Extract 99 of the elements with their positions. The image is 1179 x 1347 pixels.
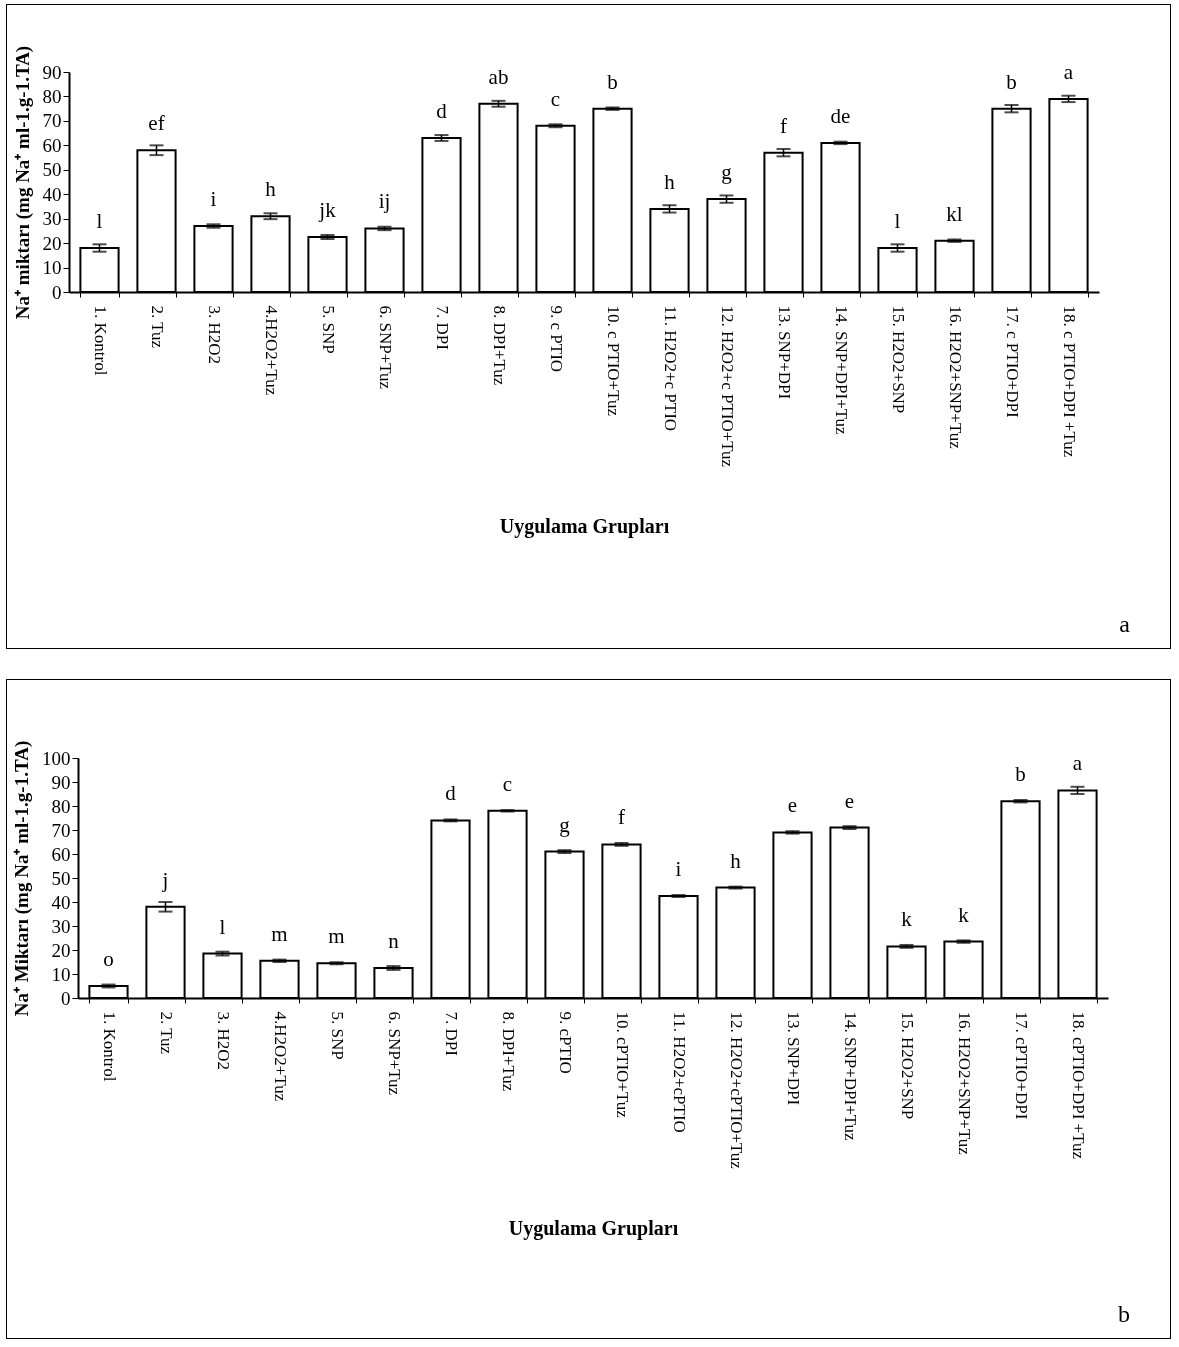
y-tick-label: 70 [51, 819, 71, 841]
annotation: b [1015, 762, 1026, 787]
y-tick-label: 50 [51, 867, 71, 889]
annotation: kl [946, 201, 963, 226]
x-tick-label: 15. H2O2+SNP [889, 305, 908, 414]
y-tick-label: 0 [52, 281, 62, 303]
x-tick-label: 9. c PTIO [547, 305, 566, 373]
x-tick-label: 8. DPI+Tuz [490, 305, 509, 386]
text: a [1119, 611, 1130, 638]
x-tick-label: 3. H2O2 [214, 1011, 233, 1071]
annotation: g [559, 812, 571, 837]
annotation: h [664, 169, 676, 194]
annotation: b [607, 69, 618, 94]
annotation: i [675, 857, 682, 881]
annotation: c [502, 771, 513, 796]
annotation: g [721, 160, 733, 185]
x-tick-label: 1. Kontrol [100, 1011, 119, 1082]
y-tick-label: 90 [42, 61, 62, 83]
annotation: c [550, 86, 561, 111]
x-tick-label: 2. Tuz [148, 305, 167, 349]
y-axis-title: Na⁺ Miktarı (mg Na⁺ ml-1.g-1.TA) [11, 740, 33, 1017]
y-tick-label: 30 [51, 915, 71, 937]
x-tick-label: 17. cPTIO+DPI [1012, 1011, 1031, 1120]
x-tick-label: 16. H2O2+SNP+Tuz [955, 1011, 974, 1156]
x-tick-label: 6. SNP+Tuz [385, 1011, 404, 1096]
x-tick-label: 18. c PTIO+DPI +Tuz [1060, 305, 1079, 458]
x-tick-label: 5. SNP [319, 305, 338, 354]
text: b [1118, 1301, 1130, 1328]
annotation: j [161, 867, 169, 892]
x-tick-label: 4.H2O2+Tuz [262, 305, 281, 396]
y-tick-label: 0 [61, 987, 71, 1009]
annotation: o [103, 947, 114, 971]
annotation: n [388, 929, 400, 953]
x-axis-title: Uygulama Grupları [508, 1216, 679, 1240]
y-tick-label: 60 [42, 134, 62, 156]
annotation: a [1063, 59, 1074, 84]
x-tick-label: 14. SNP+DPI+Tuz [841, 1011, 860, 1142]
x-tick-label: 7. DPI [442, 1011, 461, 1057]
x-tick-label: 9. cPTIO [556, 1011, 575, 1074]
x-tick-label: 4.H2O2+Tuz [271, 1011, 290, 1102]
x-tick-label: 2. Tuz [157, 1011, 176, 1055]
x-tick-label: 5. SNP [328, 1011, 347, 1060]
x-tick-label: 7. DPI [433, 305, 452, 351]
x-tick-label: 16. H2O2+SNP+Tuz [946, 305, 965, 450]
x-tick-label: 11. H2O2+c PTIO [661, 305, 680, 432]
x-tick-label: 10. cPTIO+Tuz [613, 1011, 632, 1119]
x-tick-label: 13. SNP+DPI [784, 1011, 803, 1106]
x-tick-label: 12. H2O2+cPTIO+Tuz [727, 1011, 746, 1170]
annotation: i [210, 187, 217, 211]
x-tick-label: 18. cPTIO+DPI +Tuz [1069, 1011, 1088, 1160]
y-tick-label: 80 [42, 85, 62, 107]
y-tick-label: 40 [51, 891, 71, 913]
x-tick-label: 13. SNP+DPI [775, 305, 794, 400]
x-tick-label: 1. Kontrol [91, 305, 110, 376]
annotation: l [219, 914, 226, 939]
y-tick-label: 80 [51, 795, 71, 817]
x-tick-label: 6. SNP+Tuz [376, 305, 395, 390]
y-tick-label: 70 [42, 110, 62, 132]
annotation: e [787, 793, 798, 818]
annotation: f [780, 113, 787, 138]
y-tick-label: 20 [51, 939, 71, 961]
annotation: de [830, 103, 851, 128]
annotation: ij [378, 189, 391, 214]
annotation: b [1006, 69, 1017, 94]
y-tick-label: 30 [42, 208, 62, 230]
annotation: k [958, 902, 970, 927]
x-tick-label: 17. c PTIO+DPI [1003, 305, 1022, 418]
annotation: d [445, 781, 457, 806]
annotation: l [96, 209, 103, 233]
annotation: jk [318, 198, 337, 222]
x-tick-label: 15. H2O2+SNP [898, 1011, 917, 1120]
y-tick-label: 40 [42, 183, 62, 205]
x-tick-label: 11. H2O2+cPTIO [670, 1011, 689, 1133]
annotation: m [271, 921, 288, 946]
annotation: k [901, 907, 913, 932]
annotation: l [894, 209, 901, 233]
x-tick-label: 12. H2O2+c PTIO+Tuz [718, 305, 737, 468]
x-axis-title: Uygulama Grupları [499, 515, 670, 539]
y-tick-label: 60 [51, 843, 71, 865]
y-tick-label: 20 [42, 232, 62, 254]
annotation: ef [148, 111, 165, 136]
x-tick-label: 3. H2O2 [205, 305, 224, 365]
annotation: h [265, 177, 277, 202]
annotation: ab [488, 64, 509, 89]
x-tick-label: 8. DPI+Tuz [499, 1011, 518, 1092]
annotation: f [618, 805, 625, 830]
y-tick-label: 50 [42, 159, 62, 181]
annotation: m [328, 924, 345, 949]
annotation: e [844, 788, 855, 813]
y-axis-title: Na⁺ miktarı (mg Na⁺ ml-1.g-1.TA) [11, 45, 34, 320]
annotation: a [1072, 751, 1083, 776]
annotation: h [730, 848, 742, 873]
y-tick-label: 90 [51, 771, 71, 793]
y-tick-label: 10 [51, 963, 71, 985]
x-tick-label: 10. c PTIO+Tuz [604, 305, 623, 417]
annotation: d [436, 99, 448, 123]
y-tick-label: 10 [42, 257, 62, 279]
x-tick-label: 14. SNP+DPI+Tuz [832, 305, 851, 436]
y-tick-label: 100 [42, 747, 71, 769]
